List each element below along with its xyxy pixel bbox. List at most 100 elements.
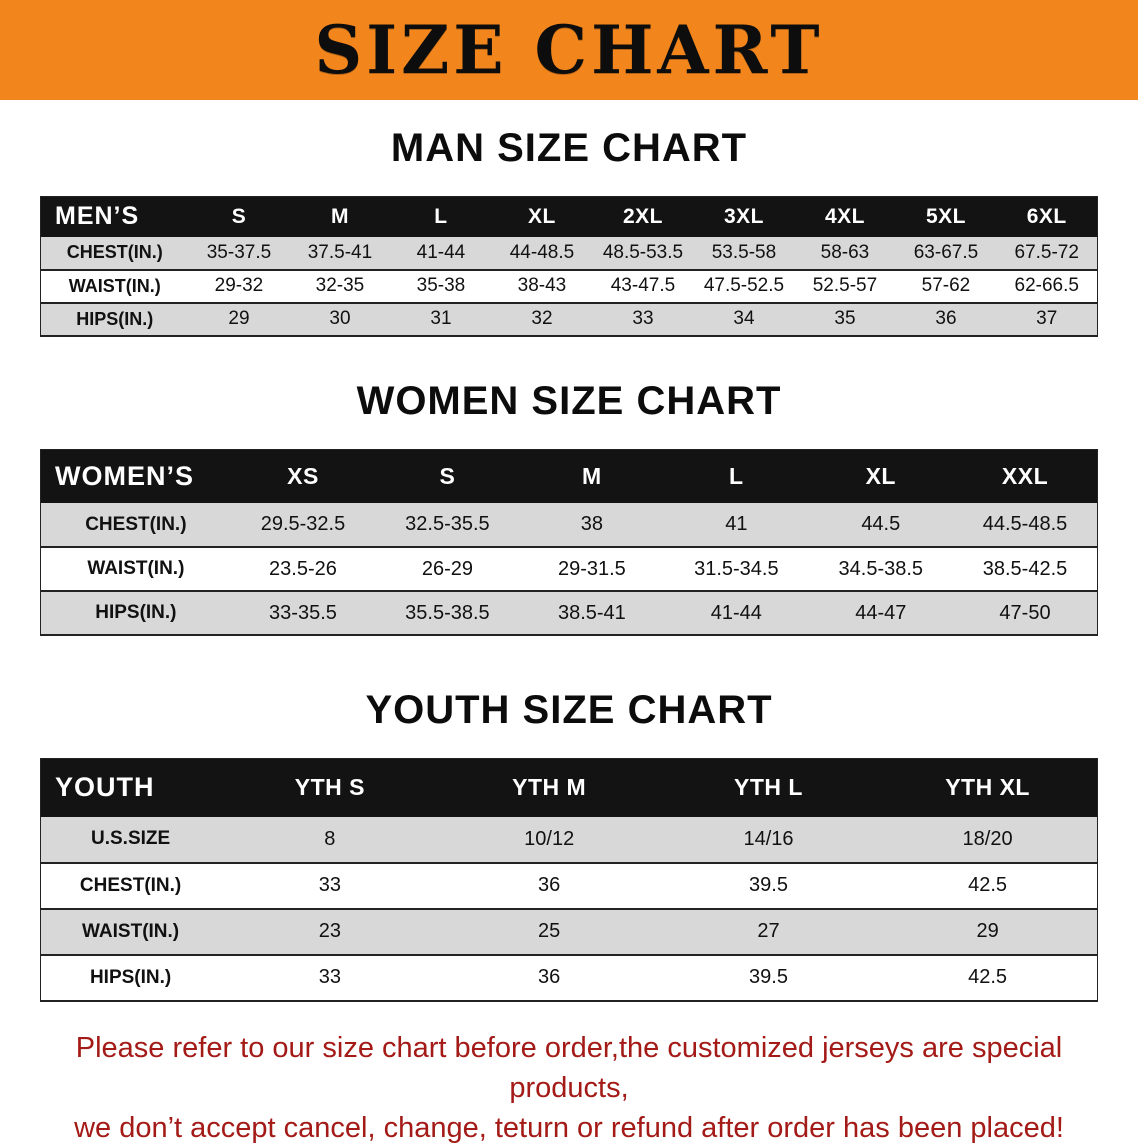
value-cell: 67.5-72 [1014,241,1079,263]
value-cell: 35-38 [416,275,466,296]
size-header-cell: S [439,462,456,489]
women-size-table: WOMEN’S XS S M L XL XXL CHEST(IN.) 29.5-32.5 32.5… [40,448,1098,636]
row-label-cell: CHEST(IN.) [85,513,187,535]
value-cell: 33-35.5 [269,601,337,624]
size-header-cell: M [582,462,602,489]
table-row: CHEST(IN.) 35-37.5 37.5-41 41-44 44-48.5 48.5… [40,236,1098,270]
men-size-chart-table: MEN’S S M L XL 2XL 3XL 4XL 5XL 6XL CHEST(IN.) 35-37… [40,196,1098,337]
header-row: YOUTH YTH S YTH M YTH L YTH XL [40,758,1098,817]
value-cell: 32 [531,308,553,329]
value-cell: 31.5-34.5 [694,557,779,580]
order-policy-note: Please refer to our size chart before or… [0,1028,1138,1148]
youth-size-chart-table: YOUTH YTH S YTH M YTH L YTH XL U.S.SIZE 8 10/12… [40,758,1098,1002]
table-row: WAIST(IN.) 29-32 32-35 35-38 38-43 43-47.5 47.… [40,269,1098,303]
men-size-table: MEN’S S M L XL 2XL 3XL 4XL 5XL 6XL CHEST(IN.) 35-37… [40,196,1098,337]
value-cell: 44-47 [855,601,907,624]
value-cell: 8 [324,827,336,850]
value-cell: 39.5 [749,966,788,988]
value-cell: 29.5-32.5 [260,513,346,535]
row-label-cell: CHEST(IN.) [66,242,163,262]
value-cell: 30 [329,308,351,329]
youth-section-heading: YOUTH SIZE CHART [365,688,773,732]
women-size-chart-section: WOMEN SIZE CHART WOMEN’S XS S M L XL XXL CHEST(… [0,377,1138,636]
row-label-cell: HIPS(IN.) [95,602,177,623]
size-header-cell: YTH M [512,774,587,801]
size-header-cell: 3XL [723,204,764,228]
value-cell: 34.5-38.5 [838,557,924,580]
value-cell: 29-32 [214,275,264,296]
youth-size-table: YOUTH YTH S YTH M YTH L YTH XL U.S.SIZE 8 10/12… [40,758,1098,1002]
row-label-cell: WAIST(IN.) [68,275,161,296]
value-cell: 31 [430,308,452,329]
table-title-cell: YOUTH [55,772,155,803]
value-cell: 44.5-48.5 [982,513,1068,535]
value-cell: 10/12 [524,827,575,850]
value-cell: 14/16 [743,827,794,850]
value-cell: 37 [1036,308,1058,329]
value-cell: 35.5-38.5 [405,601,490,624]
value-cell: 38-43 [517,275,567,296]
table-row: CHEST(IN.) 29.5-32.5 32.5-35.5 38 41 44.5 44.5… [40,503,1098,547]
table-row: CHEST(IN.) 33 36 39.5 42.5 [40,862,1098,909]
order-policy-line-1: Please refer to our size chart before or… [75,1031,1063,1104]
table-row: HIPS(IN.) 33-35.5 35.5-38.5 38.5-41 41-44 44-… [40,591,1098,635]
header-row: MEN’S S M L XL 2XL 3XL 4XL 5XL 6XL [40,196,1098,237]
value-cell: 47-50 [999,601,1051,624]
value-cell: 52.5-57 [812,275,878,296]
men-size-chart-section: MAN SIZE CHART MEN’S S M L XL 2XL 3XL 4XL 5XL 6XL… [0,124,1138,337]
value-cell: 38.5-42.5 [982,557,1068,580]
value-cell: 37.5-41 [307,241,373,263]
value-cell: 36 [538,874,561,896]
value-cell: 39.5 [749,874,788,896]
value-cell: 36 [935,308,957,329]
row-label-cell: HIPS(IN.) [76,308,154,329]
value-cell: 33 [318,966,341,988]
row-label-cell: HIPS(IN.) [89,966,172,988]
value-cell: 23 [318,920,341,942]
women-size-chart-table: WOMEN’S XS S M L XL XXL CHEST(IN.) 29.5-32.5 32.5… [40,448,1098,636]
size-header-cell: 6XL [1026,204,1067,228]
value-cell: 32.5-35.5 [405,513,490,535]
size-header-cell: M [330,204,349,228]
value-cell: 23.5-26 [269,557,337,580]
size-header-cell: S [231,204,247,228]
value-cell: 25 [538,920,561,942]
value-cell: 27 [757,920,780,942]
value-cell: 44-48.5 [509,241,575,263]
table-row: HIPS(IN.) 33 36 39.5 42.5 [40,954,1098,1001]
value-cell: 26-29 [421,557,473,580]
value-cell: 63-67.5 [913,241,979,263]
value-cell: 48.5-53.5 [602,241,684,263]
value-cell: 58-63 [820,241,870,263]
size-header-cell: YTH L [734,774,803,801]
value-cell: 42.5 [968,966,1008,988]
size-header-cell: 4XL [824,204,865,228]
value-cell: 53.5-58 [711,241,777,263]
value-cell: 29 [976,920,999,942]
table-row: WAIST(IN.) 23.5-26 26-29 29-31.5 31.5-34.5 34… [40,547,1098,591]
value-cell: 42.5 [968,874,1008,896]
row-label-cell: U.S.SIZE [91,828,171,849]
size-header-cell: L [434,204,448,228]
table-title-cell: WOMEN’S [55,460,194,491]
size-header-cell: 2XL [622,204,663,228]
size-header-cell: XXL [1001,462,1049,489]
value-cell: 41 [725,513,748,535]
men-section-heading: MAN SIZE CHART [390,126,748,170]
value-cell: 47.5-52.5 [703,275,785,296]
row-label-cell: WAIST(IN.) [87,558,185,579]
order-policy-line-2: we don’t accept cancel, change, teturn o… [74,1111,1064,1144]
value-cell: 33 [318,874,341,896]
size-chart-banner: SIZE CHART [0,0,1138,100]
table-row: HIPS(IN.) 29 30 31 32 33 34 35 36 37 [40,302,1098,336]
value-cell: 62-66.5 [1014,275,1079,296]
value-cell: 35 [834,308,856,329]
size-header-cell: YTH XL [945,774,1030,801]
header-row: WOMEN’S XS S M L XL XXL [40,449,1098,503]
value-cell: 33 [632,308,654,329]
value-cell: 43-47.5 [610,275,676,296]
value-cell: 38 [580,513,603,535]
banner-title: SIZE CHART [314,11,824,89]
value-cell: 38.5-41 [557,601,626,624]
row-label-cell: CHEST(IN.) [79,874,182,896]
